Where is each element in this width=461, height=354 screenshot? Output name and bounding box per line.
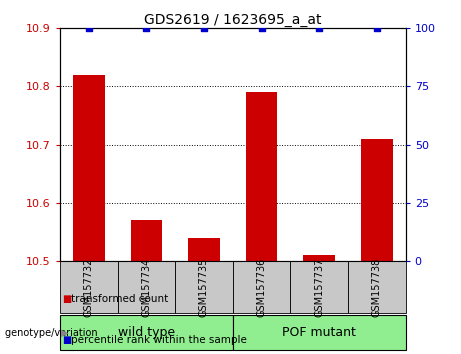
Bar [175,261,233,313]
Bar [361,139,393,261]
Point [373,25,381,31]
Bar [130,220,162,261]
Bar [60,315,233,350]
Text: ▶: ▶ [61,327,69,338]
Bar [246,92,278,261]
Text: GSM157735: GSM157735 [199,257,209,316]
Point [258,25,266,31]
Bar [118,261,175,313]
Bar [233,315,406,350]
Text: ■: ■ [62,335,71,345]
Point [315,25,323,31]
Bar [73,75,105,261]
Text: ■: ■ [62,294,71,304]
Text: transformed count: transformed count [71,294,169,304]
Point [200,25,207,31]
Title: GDS2619 / 1623695_a_at: GDS2619 / 1623695_a_at [144,13,322,27]
Text: genotype/variation: genotype/variation [5,327,100,338]
Bar [60,261,118,313]
Text: wild type: wild type [118,326,175,339]
Bar [188,238,220,261]
Text: GSM157732: GSM157732 [84,257,94,316]
Text: POF mutant: POF mutant [282,326,356,339]
Text: GSM157737: GSM157737 [314,257,324,316]
Bar [233,261,290,313]
Point [142,25,150,31]
Text: percentile rank within the sample: percentile rank within the sample [71,335,248,345]
Text: GSM157734: GSM157734 [142,257,151,316]
Bar [348,261,406,313]
Bar [303,255,335,261]
Bar [290,261,348,313]
Point [85,25,92,31]
Text: GSM157738: GSM157738 [372,257,382,316]
Text: GSM157736: GSM157736 [257,257,266,316]
